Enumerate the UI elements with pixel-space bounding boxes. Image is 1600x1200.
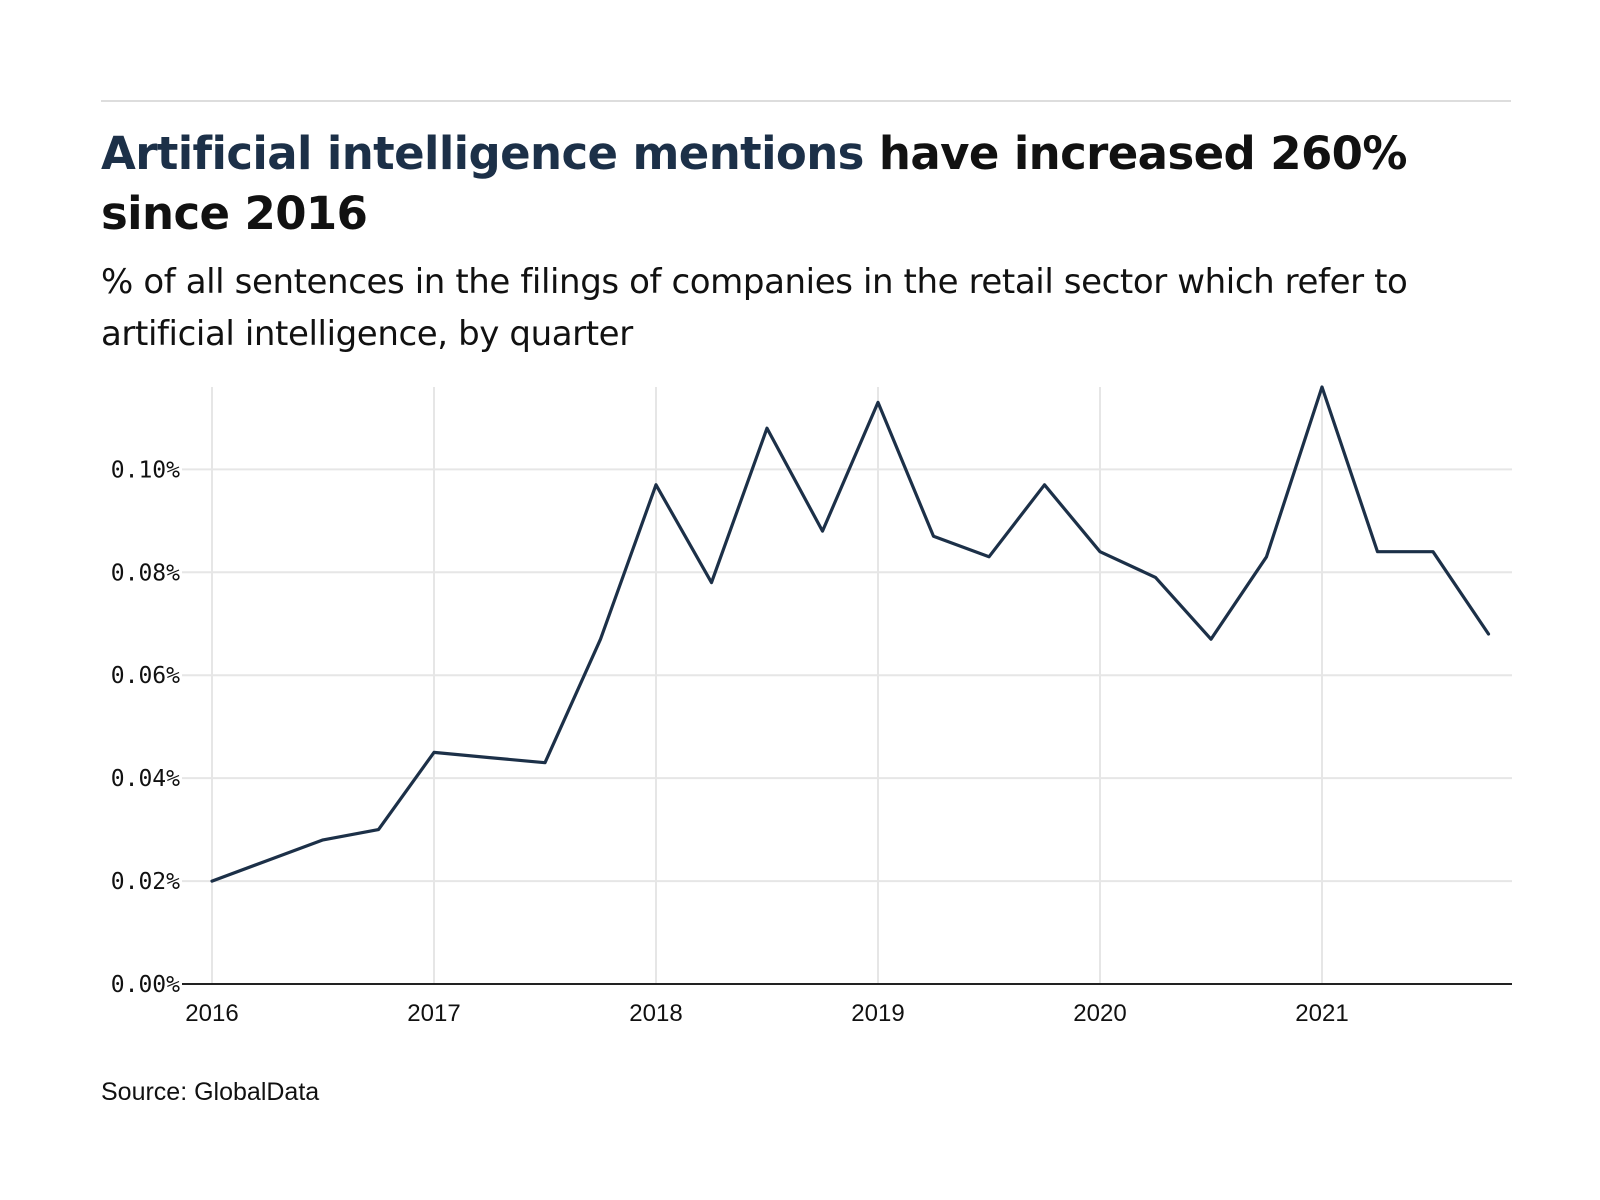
y-tick-label: 0.00% [111, 972, 180, 998]
y-tick-label: 0.10% [111, 457, 180, 483]
y-tick-labels: 0.00% 0.02% 0.04% 0.06% 0.08% 0.10% [111, 457, 180, 998]
chart-title: Artificial intelligence mentions have in… [101, 124, 1521, 244]
y-tick-label: 0.06% [111, 663, 180, 689]
x-tick-label: 2021 [1295, 1000, 1348, 1027]
title-rest: have increased 260% since 2016 [101, 127, 1407, 240]
y-gridlines [182, 468, 1512, 883]
y-tick-label: 0.08% [111, 560, 180, 586]
title-highlight: Artificial intelligence mentions [101, 127, 864, 180]
series-group [210, 385, 1491, 883]
x-tick-label: 2018 [629, 1000, 682, 1027]
x-gridlines [211, 387, 1323, 984]
top-divider [101, 100, 1511, 102]
y-tick-label: 0.02% [111, 869, 180, 895]
x-tick-label: 2016 [185, 1000, 238, 1027]
x-tick-label: 2020 [1073, 1000, 1126, 1027]
y-tick-label: 0.04% [111, 766, 180, 792]
chart-subtitle: % of all sentences in the filings of com… [101, 262, 1408, 354]
x-tick-label: 2017 [407, 1000, 460, 1027]
x-tick-labels: 2016 2017 2018 2019 2020 2021 [185, 1000, 1348, 1027]
x-tick-label: 2019 [851, 1000, 904, 1027]
series-line [210, 385, 1491, 883]
source-note: Source: GlobalData [101, 1078, 320, 1106]
